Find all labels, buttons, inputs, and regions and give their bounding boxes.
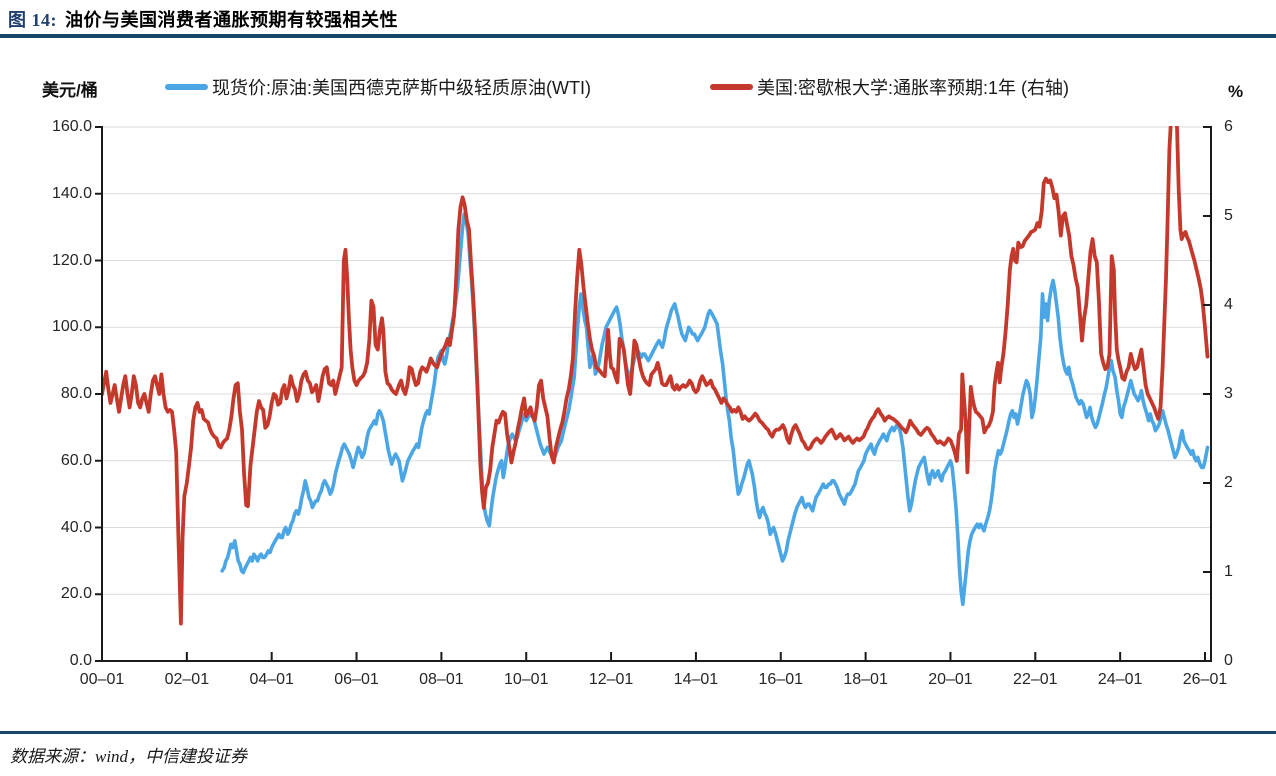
x-tick-label: 02–01: [164, 671, 210, 688]
x-tick-label: 06–01: [334, 671, 379, 688]
legend-label-inflation: 美国:密歇根大学:通胀率预期:1年 (右轴): [757, 78, 1070, 98]
axes: [95, 126, 1212, 662]
x-tick-label: 14–01: [673, 671, 719, 688]
figure-title: 图 14: 油价与美国消费者通胀预期有较强相关性: [8, 6, 398, 32]
y-right-tick-label: 6: [1224, 118, 1233, 135]
y-right-tick-label: 1: [1224, 563, 1233, 580]
y-right-tick-label: 5: [1224, 207, 1233, 224]
legend-item-wti: 现货价:原油:美国西德克萨斯中级轻质原油(WTI): [165, 74, 591, 100]
y-left-tick-label: 40.0: [60, 518, 92, 536]
x-tick-label: 12–01: [588, 671, 634, 688]
gridlines: [102, 126, 1211, 595]
y-left-tick-label: 0.0: [69, 652, 92, 669]
y-right-tick-label: 4: [1224, 296, 1233, 313]
legend-label-wti: 现货价:原油:美国西德克萨斯中级轻质原油(WTI): [212, 78, 591, 98]
left-axis-unit-label: 美元/桶: [42, 81, 98, 100]
y-left-tick-label: 80.0: [60, 385, 92, 402]
y-left-tick-label: 60.0: [60, 451, 92, 469]
figure-title-text: 油价与美国消费者通胀预期有较强相关性: [65, 10, 398, 30]
inflation-line-swatch-icon: [710, 84, 753, 90]
x-tick-label: 08–01: [419, 671, 464, 688]
x-tick-label: 20–01: [928, 671, 973, 688]
top-divider-line: [0, 34, 1276, 38]
data-source-note: 数据来源：wind，中信建投证券: [10, 747, 248, 766]
series-wti-line: [220, 212, 1210, 607]
x-tick-label: 16–01: [758, 671, 804, 688]
y-right-tick-label: 0: [1224, 652, 1233, 669]
x-tick-label: 10–01: [503, 671, 549, 688]
y-left-tick-label: 140.0: [51, 184, 92, 202]
series-inflation-line: [101, 126, 1210, 626]
x-tick-label: 24–01: [1097, 671, 1143, 688]
right-axis-unit-label: %: [1228, 82, 1244, 101]
legend-item-inflation: 美国:密歇根大学:通胀率预期:1年 (右轴): [710, 74, 1069, 100]
x-tick-label: 00–01: [79, 671, 125, 688]
y-left-tick-label: 160.0: [51, 118, 92, 135]
x-tick-label: 18–01: [843, 671, 888, 688]
figure-number: 图 14:: [8, 10, 57, 30]
x-tick-label: 04–01: [249, 671, 294, 688]
wti-line-swatch-icon: [165, 84, 208, 90]
y-left-tick-label: 100.0: [51, 318, 92, 336]
y-left-tick-label: 20.0: [60, 585, 92, 603]
y-left-tick-label: 120.0: [51, 251, 92, 269]
y-right-tick-label: 3: [1224, 385, 1233, 402]
y-right-tick-label: 2: [1224, 474, 1233, 491]
bottom-divider-line: [0, 731, 1276, 734]
x-tick-label: 22–01: [1013, 671, 1058, 688]
x-tick-label: 26–01: [1182, 671, 1228, 688]
